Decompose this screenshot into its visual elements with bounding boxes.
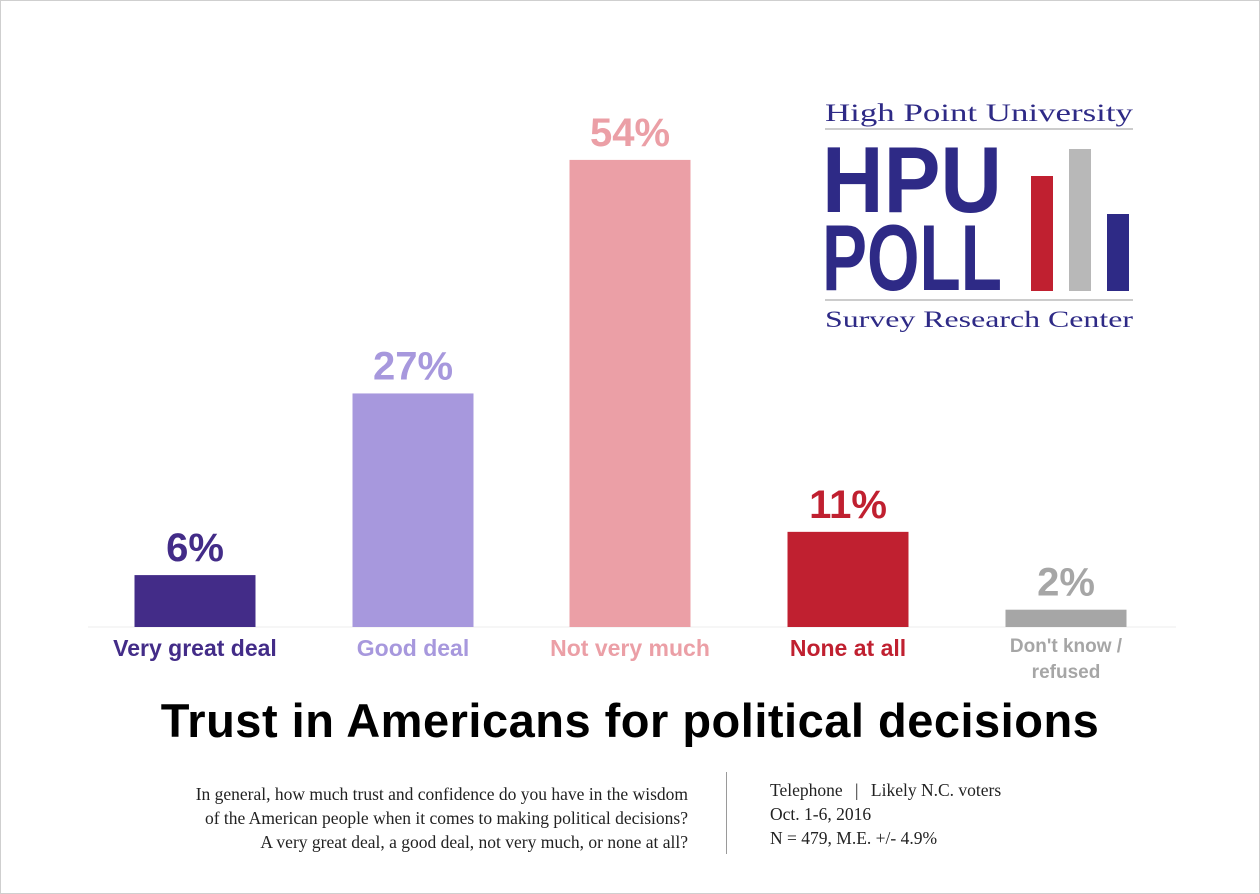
survey-question: In general, how much trust and confidenc…: [120, 782, 688, 854]
question-line-3: A very great deal, a good deal, not very…: [260, 832, 688, 852]
bar-value-label-0: 6%: [166, 526, 224, 570]
logo-center-name: Survey Research Center: [825, 307, 1133, 332]
survey-mode: Telephone: [770, 780, 843, 800]
question-line-2: of the American people when it comes to …: [204, 808, 688, 828]
hpu-poll-logo: High Point University HPU POLL Survey Re…: [822, 100, 1134, 332]
logo-bar-blue: [1107, 214, 1129, 291]
logo-hpu-text: HPU: [822, 127, 1002, 232]
chart-title: Trust in Americans for political decisio…: [160, 694, 1100, 747]
category-label-2: Not very much: [550, 635, 710, 661]
logo-bar-red: [1031, 176, 1053, 291]
question-line-1: In general, how much trust and confidenc…: [195, 784, 688, 804]
methodology-separator: |: [855, 780, 859, 800]
category-label-3: None at all: [790, 635, 906, 661]
survey-sample: N = 479, M.E. +/- 4.9%: [770, 828, 938, 848]
methodology: Telephone | Likely N.C. voters Oct. 1-6,…: [770, 778, 1170, 850]
footer-divider: [726, 772, 727, 854]
bar-chart: 6% Very great deal 27% Good deal 54% Not very…: [88, 111, 1176, 683]
bar-4: [1005, 609, 1127, 627]
bar-value-label-3: 11%: [809, 483, 887, 527]
category-label-0: Very great deal: [113, 635, 277, 661]
bar-2: [569, 159, 691, 627]
category-label-1: Good deal: [357, 635, 469, 661]
category-label-4-line-2: refused: [1032, 662, 1101, 683]
bar-value-label-4: 2%: [1037, 561, 1095, 605]
bar-value-label-2: 54%: [590, 111, 670, 155]
bar-3: [787, 531, 909, 627]
bar-0: [134, 575, 256, 627]
logo-bar-gray: [1069, 149, 1091, 291]
category-label-4-line-1: Don't know /: [1010, 636, 1123, 657]
methodology-mode-line: Telephone | Likely N.C. voters: [770, 778, 1170, 802]
survey-dates: Oct. 1-6, 2016: [770, 804, 872, 824]
logo-poll-text: POLL: [822, 205, 1002, 310]
logo-university-name: High Point University: [825, 100, 1134, 127]
bar-value-label-1: 27%: [373, 344, 453, 388]
survey-population: Likely N.C. voters: [870, 780, 1002, 800]
bar-1: [352, 393, 474, 627]
